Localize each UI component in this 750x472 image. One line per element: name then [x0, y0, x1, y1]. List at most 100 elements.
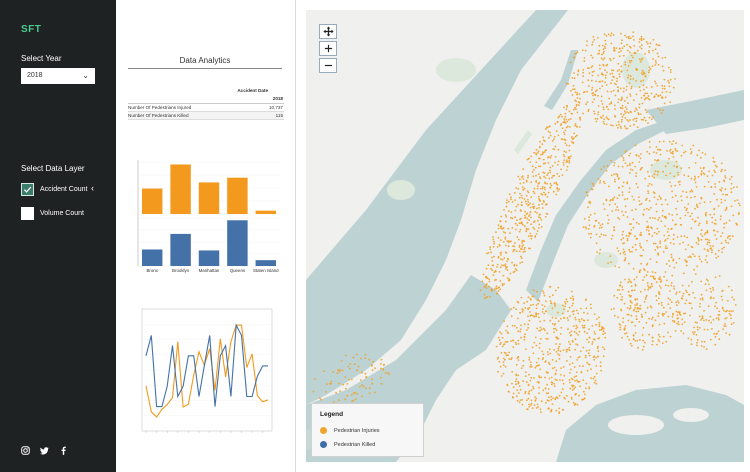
accident-point	[357, 365, 360, 368]
accident-point	[663, 87, 666, 90]
accident-point	[662, 140, 665, 143]
accident-point	[532, 203, 534, 206]
accident-count-checkbox[interactable]	[21, 182, 34, 196]
accident-point	[568, 149, 571, 152]
accident-point	[613, 229, 616, 232]
accident-point	[651, 235, 654, 237]
accident-point	[521, 311, 524, 313]
accident-point	[332, 371, 335, 373]
accident-point	[671, 150, 674, 153]
accident-point	[640, 313, 643, 316]
accident-point	[513, 325, 516, 327]
accident-point	[558, 358, 561, 360]
volume-count-checkbox[interactable]	[21, 206, 34, 220]
accident-point	[655, 93, 658, 96]
accident-point	[494, 270, 497, 273]
accident-point	[646, 150, 649, 153]
accident-point	[610, 199, 612, 201]
accident-point	[514, 242, 516, 245]
accident-point	[617, 165, 620, 168]
accident-point	[537, 313, 540, 315]
accident-point	[618, 55, 621, 58]
accident-point	[515, 264, 518, 267]
accident-point	[671, 190, 673, 193]
accident-point	[560, 138, 563, 140]
accident-point	[602, 203, 605, 205]
accident-point	[602, 330, 605, 333]
accident-point	[698, 315, 701, 318]
accident-point	[568, 379, 571, 381]
accident-point	[688, 166, 691, 169]
accident-point	[538, 181, 541, 184]
accident-point	[671, 152, 674, 155]
accident-point	[604, 76, 607, 79]
accident-point	[555, 181, 558, 184]
accident-point	[579, 118, 582, 121]
accident-point	[612, 57, 615, 60]
accident-point	[543, 201, 545, 203]
year-select[interactable]: 2018 ⌄	[21, 68, 95, 84]
accident-point	[723, 222, 726, 225]
accident-point	[675, 310, 678, 313]
instagram-icon[interactable]	[21, 442, 30, 455]
twitter-icon[interactable]	[40, 442, 49, 455]
layer-option-accident-count[interactable]: Accident Count	[21, 182, 87, 196]
accident-point	[621, 234, 624, 236]
accident-point	[332, 401, 335, 403]
accident-point	[658, 148, 661, 151]
accident-point	[584, 393, 586, 396]
accident-point	[708, 283, 710, 286]
accident-point	[656, 52, 659, 55]
accident-point	[582, 319, 585, 322]
pan-button[interactable]	[319, 24, 337, 39]
accident-point	[630, 85, 633, 88]
accident-point	[713, 213, 716, 216]
accident-point	[669, 181, 671, 184]
accident-point	[613, 173, 615, 176]
zoom-out-button[interactable]	[319, 58, 337, 73]
accident-point	[703, 319, 705, 322]
accident-point	[535, 407, 538, 409]
accident-point	[691, 190, 694, 193]
accident-point	[516, 236, 519, 238]
accident-point	[539, 217, 542, 219]
map-view[interactable]: Legend Pedestrian Injuries Pedestrian Ki…	[306, 10, 744, 462]
accident-point	[628, 154, 631, 157]
accident-point	[567, 310, 569, 313]
accident-point	[528, 390, 531, 392]
accident-point	[656, 343, 658, 346]
accident-point	[614, 108, 616, 110]
accident-point	[645, 263, 648, 266]
accident-point	[676, 200, 679, 203]
accident-point	[663, 85, 666, 88]
accident-point	[590, 368, 592, 370]
accident-point	[571, 389, 574, 391]
accident-point	[652, 275, 655, 278]
accident-point	[700, 170, 703, 173]
accident-point	[540, 400, 543, 403]
accident-point	[603, 50, 605, 53]
accident-point	[624, 34, 626, 37]
accident-point	[725, 332, 727, 334]
accident-point	[527, 296, 530, 299]
accident-point	[556, 379, 558, 382]
accident-point	[538, 386, 540, 389]
accident-point	[604, 39, 607, 42]
accident-point	[532, 207, 535, 210]
zoom-in-button[interactable]	[319, 41, 337, 56]
accident-point	[627, 290, 630, 293]
accident-point	[730, 317, 732, 320]
accident-point	[493, 271, 496, 273]
accident-point	[643, 94, 645, 97]
layer-option-volume-count[interactable]: Volume Count	[21, 206, 84, 220]
map-canvas[interactable]	[306, 10, 744, 462]
accident-point	[524, 246, 526, 249]
accident-point	[572, 299, 575, 301]
accident-point	[714, 164, 717, 167]
accident-point	[657, 338, 660, 341]
accident-point	[626, 127, 629, 130]
facebook-icon[interactable]	[59, 442, 68, 455]
accident-point	[500, 227, 503, 230]
accident-point	[547, 361, 550, 364]
chevron-left-icon[interactable]: ‹	[91, 183, 94, 193]
